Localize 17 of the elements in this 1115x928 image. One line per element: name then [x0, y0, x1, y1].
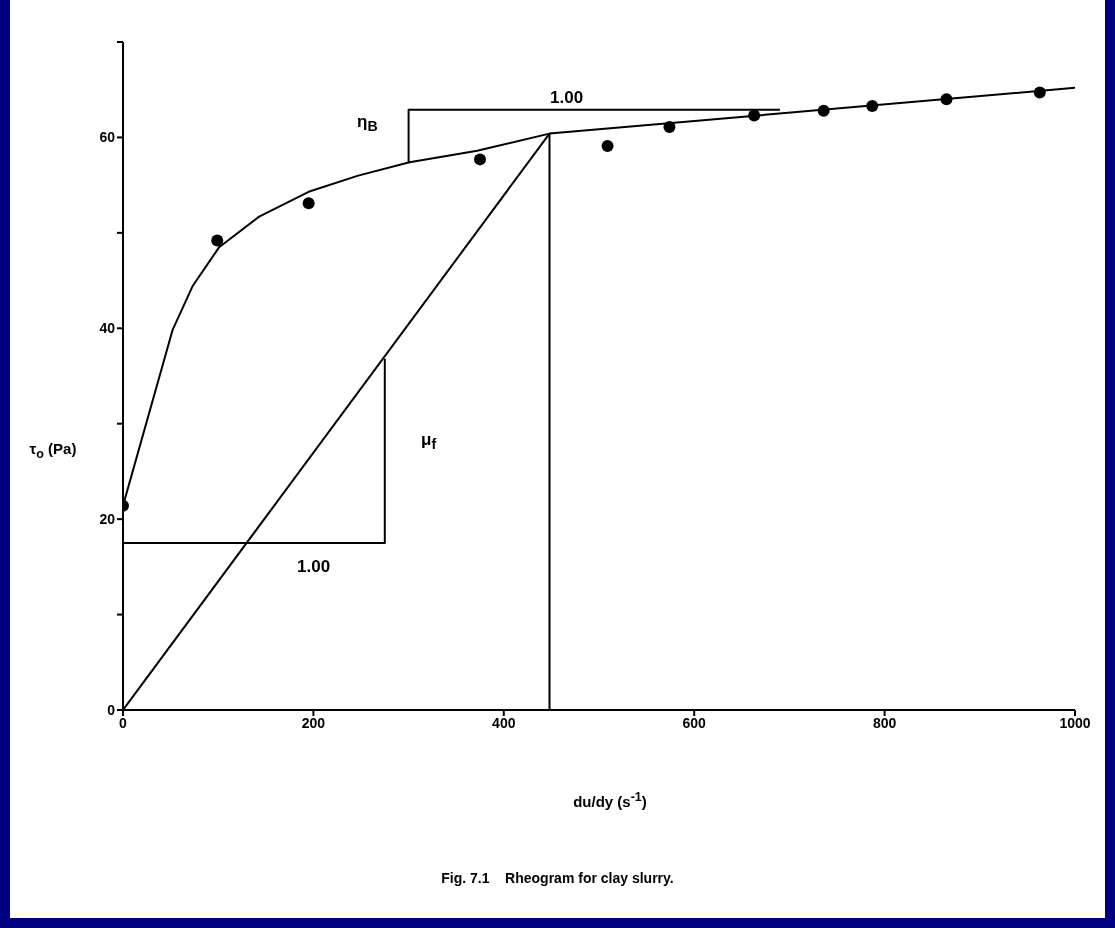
- y-tick-label: 40: [99, 320, 116, 337]
- y-tick-label: 60: [99, 129, 116, 146]
- y-tick-label: 20: [99, 511, 116, 528]
- x-tick-label: 1000: [1059, 714, 1091, 731]
- x-tick-label: 400: [492, 714, 516, 731]
- x-axis-title: du/dy (s$^{-1}$): [572, 790, 648, 810]
- x-tick-label: 800: [872, 714, 897, 731]
- annotation: μ$_{f}$: [421, 430, 437, 453]
- annotation: 1.00: [550, 88, 584, 108]
- caption: Fig. 7.1 Rheogram for clay slurry.: [440, 870, 675, 886]
- annotation: 1.00: [297, 557, 331, 577]
- annotation: η$_{B}$: [357, 112, 378, 135]
- x-tick-label: 200: [301, 714, 326, 731]
- x-tick-label: 0: [119, 714, 128, 731]
- y-tick-label: 0: [107, 701, 116, 718]
- y-axis-title: τ$_{o}$ (Pa): [28, 440, 78, 461]
- x-tick-label: 600: [682, 714, 707, 731]
